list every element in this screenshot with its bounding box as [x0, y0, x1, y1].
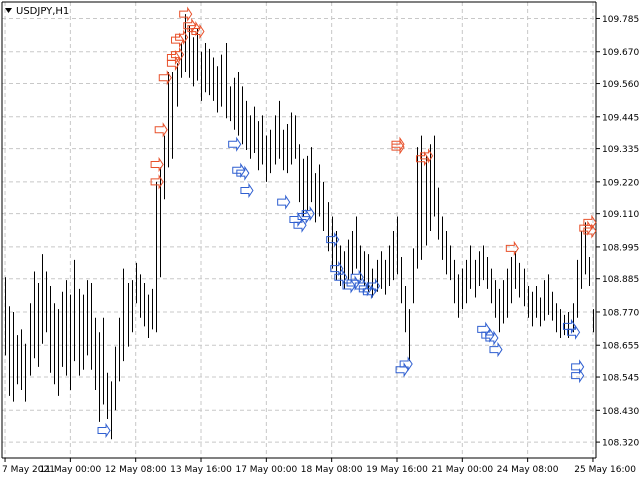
- price-tick-label: 109.220: [602, 178, 639, 188]
- buy-arrow-icon: [571, 367, 585, 384]
- buy-arrow-icon: [330, 260, 344, 277]
- buy-arrow-icon: [346, 275, 360, 291]
- sell-arrow-icon: [171, 46, 185, 63]
- price-tick-label: 108.885: [602, 275, 639, 285]
- sell-arrow-icon: [166, 49, 181, 66]
- price-tick-label: 108.770: [602, 308, 639, 318]
- price-tick-label: 108.995: [602, 243, 639, 253]
- price-tick-label: 108.320: [602, 439, 639, 449]
- buy-arrow-icon: [236, 165, 250, 181]
- sell-arrow-icon: [166, 55, 181, 71]
- time-tick-label: 11 May 00:00: [40, 465, 102, 475]
- time-tick-label: 12 May 08:00: [105, 465, 167, 475]
- time-tick-label: 25 May 16:00: [574, 465, 636, 475]
- price-tick-label: 108.655: [602, 342, 639, 352]
- buy-arrow-icon: [334, 269, 348, 285]
- buy-arrow-icon: [362, 284, 377, 300]
- buy-arrow-icon: [399, 356, 413, 372]
- buy-arrow-icon: [326, 232, 340, 248]
- price-bars: [5, 14, 594, 440]
- buy-arrow-icon: [301, 206, 315, 222]
- signal-arrows: [97, 6, 597, 439]
- buy-arrow-icon: [489, 341, 503, 358]
- sell-arrow-icon: [150, 174, 164, 190]
- sell-arrow-icon: [175, 29, 189, 45]
- buy-arrow-icon: [485, 330, 499, 346]
- chart-header: USDJPY,H1: [5, 6, 69, 17]
- buy-arrow-icon: [232, 162, 246, 178]
- time-tick-label: 21 May 00:00: [431, 465, 493, 475]
- buy-arrow-icon: [571, 359, 585, 375]
- price-tick-label: 109.560: [602, 80, 639, 90]
- buy-arrow-icon: [297, 208, 311, 225]
- buy-arrow-icon: [395, 362, 409, 378]
- price-tick-label: 109.445: [602, 113, 639, 123]
- sell-arrow-icon: [579, 220, 593, 236]
- sell-arrow-icon: [187, 20, 201, 37]
- sell-arrow-icon: [391, 139, 405, 155]
- buy-arrow-icon: [293, 217, 307, 233]
- price-tick-label: 108.430: [602, 407, 639, 417]
- sell-arrow-icon: [179, 6, 193, 22]
- price-tick-label: 109.335: [602, 145, 639, 155]
- time-tick-label: 17 May 00:00: [235, 465, 297, 475]
- buy-arrow-icon: [277, 194, 291, 210]
- time-tick-label: 24 May 08:00: [497, 465, 559, 475]
- sell-arrow-icon: [505, 240, 519, 257]
- buy-arrow-icon: [240, 182, 254, 199]
- plot-frame: [1, 1, 597, 459]
- sell-arrow-icon: [415, 151, 430, 167]
- price-axis: 109.785 109.670 109.560 109.445 109.335 109.2…: [596, 15, 639, 449]
- sell-arrow-icon: [150, 156, 164, 173]
- time-tick-label: 19 May 16:00: [366, 465, 428, 475]
- symbol-title: USDJPY,H1: [16, 6, 69, 17]
- sell-arrow-icon: [583, 223, 597, 239]
- sell-arrow-icon: [191, 23, 205, 40]
- buy-arrow-icon: [366, 278, 381, 294]
- time-tick-label: 13 May 16:00: [170, 465, 232, 475]
- price-tick-label: 109.670: [602, 48, 639, 58]
- price-tick-label: 108.545: [602, 374, 639, 384]
- sell-arrow-icon: [391, 136, 405, 152]
- sell-arrow-icon: [158, 70, 172, 86]
- buy-arrow-icon: [567, 324, 581, 340]
- sell-arrow-icon: [154, 122, 168, 138]
- buy-arrow-icon: [342, 278, 356, 294]
- sell-arrow-icon: [583, 214, 597, 230]
- price-tick-label: 109.110: [602, 210, 639, 220]
- sell-arrow-icon: [420, 148, 434, 164]
- buy-arrow-icon: [228, 136, 242, 152]
- time-tick-label: 7 May 2021: [2, 465, 55, 475]
- buy-arrow-icon: [97, 422, 111, 439]
- buy-arrow-icon: [481, 327, 495, 343]
- price-tick-label: 109.785: [602, 15, 639, 25]
- buy-arrow-icon: [350, 269, 364, 285]
- sell-arrow-icon: [171, 32, 185, 48]
- time-tick-label: 18 May 08:00: [301, 465, 363, 475]
- triangle-down-icon[interactable]: [5, 8, 12, 13]
